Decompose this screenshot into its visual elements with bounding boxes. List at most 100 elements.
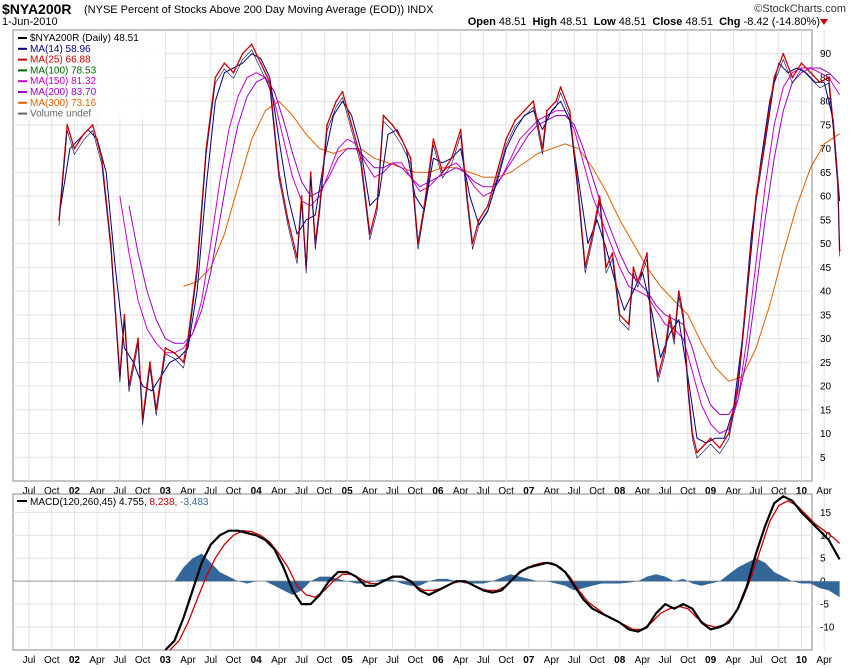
price-point xyxy=(673,337,676,340)
legend-entry: MA(300) 73.16 xyxy=(30,98,97,109)
price-x-tick-label: Oct xyxy=(226,486,242,497)
price-point xyxy=(836,181,839,183)
macd-x-tick-label: Jul xyxy=(23,655,36,666)
price-y-tick-label: 30 xyxy=(820,334,832,345)
low-label: Low xyxy=(593,16,616,28)
macd-x-tick-label: Oct xyxy=(589,655,605,666)
price-point xyxy=(682,313,685,316)
price-point xyxy=(459,128,462,131)
price-point xyxy=(764,138,767,141)
legend-entry: MA(14) 58.96 xyxy=(30,44,91,55)
price-point xyxy=(487,204,489,207)
macd-x-tick-label: Oct xyxy=(44,655,60,666)
price-x-tick-label: Jul xyxy=(113,486,126,497)
price-point xyxy=(691,432,694,435)
price-point xyxy=(232,71,235,74)
chg-label: Chg xyxy=(719,16,741,28)
price-x-tick-label: 03 xyxy=(160,486,172,497)
macd-label: MACD(120,260,45) 4.755, 8.238, -3.483 xyxy=(30,497,209,508)
down-arrow-icon xyxy=(820,19,828,25)
price-point xyxy=(417,242,419,245)
price-point xyxy=(309,171,312,174)
price-point xyxy=(705,442,707,444)
symbol-label: $NYA200R xyxy=(2,1,72,17)
close-label: Close xyxy=(652,16,683,28)
quote-row: 1-Jun-2010 Open 48.51 High 48.51 Low 48.… xyxy=(0,16,850,30)
price-x-tick-label: Jul xyxy=(750,486,763,497)
price-point xyxy=(305,266,308,269)
price-point xyxy=(400,138,403,141)
price-point xyxy=(664,347,667,349)
brand-logo[interactable]: ©StockCharts.com xyxy=(754,3,846,15)
legend-entry: MA(100) 78.53 xyxy=(30,65,97,76)
price-x-tick-label: Apr xyxy=(180,486,196,497)
price-x-tick-label: Apr xyxy=(453,486,469,497)
macd-panel xyxy=(12,493,813,651)
macd-x-tick-label: Jul xyxy=(386,655,399,666)
price-x-tick-label: 08 xyxy=(614,486,626,497)
price-point xyxy=(514,119,517,122)
signal-value: 8.238, xyxy=(150,497,181,508)
macd-x-tick-label: Oct xyxy=(771,655,787,666)
price-point xyxy=(773,76,776,79)
price-point xyxy=(423,204,426,207)
price-x-tick-label: Oct xyxy=(680,486,696,497)
macd-x-tick-label: Oct xyxy=(680,655,696,666)
price-point xyxy=(718,446,721,449)
macd-x-tick-label: 03 xyxy=(160,655,172,666)
high-value: 48.51 xyxy=(560,16,588,28)
price-point xyxy=(555,100,558,103)
price-point xyxy=(677,290,680,293)
price-point xyxy=(523,109,526,112)
macd-x-tick-label: 08 xyxy=(614,655,626,666)
macd-x-tick-label: Jul xyxy=(295,655,308,666)
legend-box xyxy=(14,31,164,119)
histogram-value: -3.483 xyxy=(180,497,209,508)
legend-entry: Volume undef xyxy=(30,109,91,120)
price-point xyxy=(477,218,480,221)
macd-x-tick-label: Oct xyxy=(317,655,333,666)
legend-entry: MA(150) 81.32 xyxy=(30,76,97,87)
price-y-tick-label: 90 xyxy=(820,49,832,60)
price-y-tick-label: 10 xyxy=(820,429,832,440)
price-point xyxy=(727,432,730,435)
price-point xyxy=(123,313,126,316)
price-point xyxy=(668,313,671,316)
price-x-tick-label: Jul xyxy=(386,486,399,497)
price-point xyxy=(696,451,698,454)
macd-x-tick-label: 05 xyxy=(342,655,354,666)
macd-x-tick-label: Apr xyxy=(816,655,832,666)
price-point xyxy=(314,242,317,245)
price-point xyxy=(241,52,244,55)
price-point xyxy=(627,323,630,326)
price-x-tick-label: Oct xyxy=(44,486,60,497)
price-x-tick-label: Oct xyxy=(498,486,514,497)
price-point xyxy=(568,109,571,112)
high-label: High xyxy=(532,16,557,28)
price-point xyxy=(832,124,835,126)
macd-x-tick-label: Oct xyxy=(407,655,423,666)
price-y-tick-label: 80 xyxy=(820,97,832,108)
price-x-tick-label: Jul xyxy=(568,486,581,497)
price-x-tick-label: Oct xyxy=(589,486,605,497)
price-point xyxy=(646,252,648,255)
price-point xyxy=(591,233,594,236)
price-point xyxy=(141,418,144,421)
price-point xyxy=(466,195,468,198)
macd-x-tick-label: Jul xyxy=(659,655,672,666)
price-point xyxy=(128,385,130,387)
price-point xyxy=(335,100,338,103)
price-point xyxy=(782,52,785,55)
macd-x-tick-label: Apr xyxy=(362,655,378,666)
series-line-ma-300- xyxy=(183,100,840,382)
chg-value: -8.42 (-14.80%) xyxy=(743,16,820,28)
price-point xyxy=(532,100,535,103)
price-x-tick-label: Apr xyxy=(726,486,742,497)
price-point xyxy=(100,157,103,160)
price-point xyxy=(656,375,659,378)
price-x-tick-label: Oct xyxy=(317,486,333,497)
price-point xyxy=(736,385,739,387)
close-value: 48.51 xyxy=(685,16,713,28)
price-point xyxy=(791,76,794,79)
open-value: 48.51 xyxy=(498,16,527,28)
